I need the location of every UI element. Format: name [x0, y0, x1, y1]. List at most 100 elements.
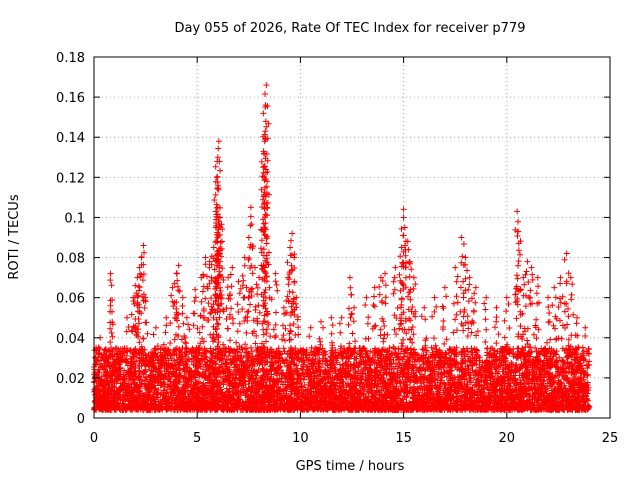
- data-point: [245, 308, 252, 315]
- data-point: [466, 274, 473, 281]
- data-point: [482, 306, 489, 313]
- data-point: [515, 228, 522, 235]
- data-point: [453, 311, 460, 318]
- data-point: [215, 145, 222, 152]
- data-point: [545, 294, 552, 301]
- data-point: [561, 308, 568, 315]
- data-point: [371, 293, 377, 300]
- data-point: [396, 271, 403, 278]
- data-point: [264, 233, 271, 240]
- data-point: [546, 318, 553, 325]
- data-point: [420, 352, 427, 359]
- data-point: [272, 270, 279, 277]
- data-point: [260, 344, 267, 351]
- data-point: [202, 295, 209, 302]
- data-point: [532, 324, 539, 331]
- data-point: [376, 283, 383, 290]
- data-point: [212, 191, 219, 198]
- data-point: [291, 279, 298, 286]
- data-point: [258, 249, 265, 256]
- data-point: [261, 163, 268, 170]
- data-point: [252, 307, 259, 313]
- data-point: [519, 335, 526, 342]
- data-point: [338, 314, 345, 321]
- data-point: [514, 275, 521, 282]
- data-point: [517, 286, 524, 293]
- data-point: [174, 311, 181, 318]
- data-point: [394, 305, 401, 311]
- data-point: [265, 261, 272, 268]
- data-point: [471, 290, 478, 297]
- data-point: [228, 305, 235, 312]
- data-point: [123, 328, 130, 335]
- data-point: [391, 326, 398, 333]
- data-point: [285, 274, 292, 281]
- data-point: [376, 291, 383, 298]
- data-point: [234, 328, 241, 335]
- data-point: [393, 331, 400, 338]
- data-point: [261, 174, 268, 181]
- chart-title: Day 055 of 2026, Rate Of TEC Index for r…: [175, 21, 526, 36]
- data-point: [402, 274, 409, 281]
- data-point: [247, 213, 254, 220]
- data-point: [347, 314, 354, 321]
- data-point: [514, 208, 521, 215]
- data-point: [253, 281, 260, 288]
- data-point: [528, 264, 535, 271]
- data-point: [217, 287, 224, 294]
- data-point: [454, 273, 461, 280]
- data-point: [202, 254, 209, 261]
- data-point: [263, 326, 270, 333]
- data-point: [408, 326, 415, 333]
- data-point: [190, 310, 197, 317]
- data-point: [535, 283, 541, 290]
- data-point: [295, 331, 302, 338]
- data-point: [136, 304, 143, 311]
- data-point: [412, 281, 419, 288]
- data-point: [200, 306, 207, 312]
- data-point: [216, 345, 223, 352]
- data-point: [140, 335, 147, 342]
- data-point: [99, 354, 106, 361]
- data-point: [525, 279, 532, 286]
- data-point: [567, 274, 574, 281]
- data-point: [167, 340, 174, 346]
- data-point: [408, 266, 415, 273]
- data-point: [526, 294, 533, 301]
- data-point: [483, 326, 490, 333]
- data-point: [292, 345, 299, 352]
- data-point: [107, 277, 114, 284]
- data-point: [215, 321, 222, 328]
- data-point: [462, 275, 469, 282]
- data-point: [294, 316, 301, 323]
- data-point: [406, 259, 413, 266]
- data-point: [264, 205, 271, 212]
- data-point: [259, 196, 266, 203]
- data-point: [406, 273, 413, 280]
- data-point: [246, 288, 253, 295]
- data-point: [171, 336, 178, 343]
- data-point: [567, 343, 574, 350]
- data-point: [216, 262, 222, 269]
- data-point: [215, 138, 222, 145]
- data-point: [362, 335, 369, 342]
- data-point: [138, 310, 145, 317]
- data-point: [533, 335, 540, 342]
- data-point: [129, 328, 136, 335]
- data-point: [176, 288, 183, 295]
- data-point: [380, 346, 387, 353]
- data-point: [240, 277, 247, 284]
- data-point: [234, 301, 241, 308]
- data-point: [215, 186, 222, 193]
- data-point: [451, 346, 458, 353]
- data-point: [108, 282, 115, 289]
- data-point: [515, 247, 522, 254]
- data-point: [217, 239, 224, 246]
- data-point: [219, 226, 226, 233]
- data-point: [406, 315, 413, 322]
- data-point: [264, 212, 270, 219]
- data-point: [422, 342, 429, 349]
- data-point: [228, 283, 235, 290]
- data-point: [214, 179, 221, 186]
- data-point: [179, 294, 186, 301]
